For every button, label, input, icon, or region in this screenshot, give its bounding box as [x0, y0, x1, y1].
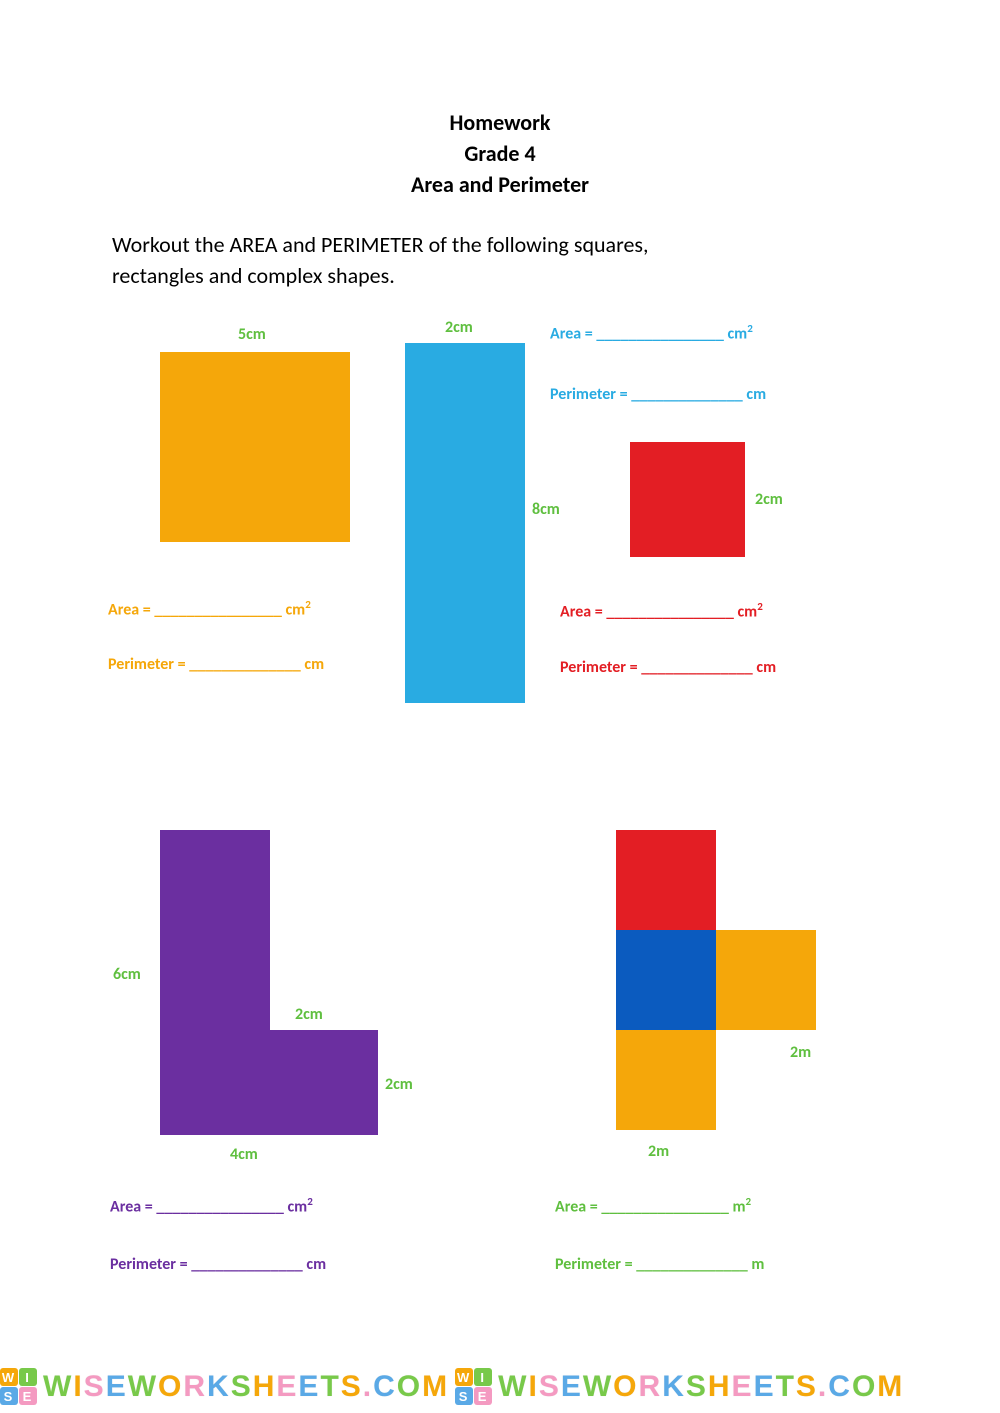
watermark-logo-icon: WISE	[0, 1368, 37, 1405]
square1-perim-prefix: Perimeter =	[108, 655, 189, 674]
lshape-4cm-label: 4cm	[230, 1145, 258, 1164]
square1-top-label: 5cm	[238, 325, 266, 344]
lshape-perim-unit: cm	[303, 1255, 326, 1274]
square2-shape	[630, 442, 745, 557]
watermark-text-1: WISEWORKSHEETS.COM	[43, 1370, 449, 1404]
rect1-area-unit: cm	[724, 324, 747, 343]
lshape-2cm-top-label: 2cm	[295, 1005, 323, 1024]
lshape-2cm-side-label: 2cm	[385, 1075, 413, 1094]
rect1-perim-unit: cm	[743, 385, 766, 404]
square2-area-unit: cm	[734, 602, 757, 621]
rect1-perim-blank[interactable]: ______________	[631, 385, 743, 404]
square1-area-sup: 2	[305, 598, 311, 611]
plus-perimeter: Perimeter = ______________ m	[555, 1255, 764, 1274]
plus-right	[716, 930, 816, 1030]
plus-2m-side-label: 2m	[790, 1043, 811, 1062]
rect1-area-prefix: Area =	[550, 324, 596, 343]
plus-area-prefix: Area =	[555, 1197, 601, 1216]
lshape-perimeter: Perimeter = ______________ cm	[110, 1255, 326, 1274]
plus-bottom	[616, 1030, 716, 1130]
plus-area-unit: m	[729, 1197, 746, 1216]
square2-side-label: 2cm	[755, 490, 783, 509]
square1-area-blank[interactable]: ________________	[154, 600, 282, 619]
square2-area: Area = ________________ cm2	[560, 600, 763, 621]
square1-perim-blank[interactable]: ______________	[189, 655, 301, 674]
square1-area-unit: cm	[282, 600, 305, 619]
watermark: WISE WISEWORKSHEETS.COM WISE WISEWORKSHE…	[0, 1368, 1000, 1405]
square2-perim-unit: cm	[753, 658, 776, 677]
title-line-1: Homework	[0, 108, 1000, 139]
rect1-top-label: 2cm	[445, 318, 473, 337]
lshape-area-prefix: Area =	[110, 1197, 156, 1216]
plus-area: Area = ________________ m2	[555, 1195, 751, 1216]
lshape-horiz	[270, 1030, 378, 1135]
lshape-6cm-label: 6cm	[113, 965, 141, 984]
lshape-perim-prefix: Perimeter =	[110, 1255, 191, 1274]
plus-area-blank[interactable]: ________________	[601, 1197, 729, 1216]
square1-perimeter: Perimeter = ______________ cm	[108, 655, 324, 674]
lshape-area: Area = ________________ cm2	[110, 1195, 313, 1216]
plus-top	[616, 830, 716, 930]
square2-area-blank[interactable]: ________________	[606, 602, 734, 621]
square2-perimeter: Perimeter = ______________ cm	[560, 658, 776, 677]
lshape-area-blank[interactable]: ________________	[156, 1197, 284, 1216]
instructions-line-2: rectangles and complex shapes.	[112, 261, 649, 292]
square1-perim-unit: cm	[301, 655, 324, 674]
title-line-3: Area and Perimeter	[0, 170, 1000, 201]
plus-center	[616, 930, 716, 1030]
square2-perim-prefix: Perimeter =	[560, 658, 641, 677]
instructions-line-1: Workout the AREA and PERIMETER of the fo…	[112, 230, 649, 261]
rect1-area-sup: 2	[747, 322, 753, 335]
rect1-perim-prefix: Perimeter =	[550, 385, 631, 404]
plus-perim-blank[interactable]: ______________	[636, 1255, 748, 1274]
square2-perim-blank[interactable]: ______________	[641, 658, 753, 677]
rect1-area-blank[interactable]: ________________	[596, 324, 724, 343]
rect1-shape	[405, 343, 525, 703]
plus-perim-unit: m	[748, 1255, 765, 1274]
square2-area-prefix: Area =	[560, 602, 606, 621]
square1-area: Area = ________________ cm2	[108, 598, 311, 619]
square2-area-sup: 2	[757, 600, 763, 613]
title-block: Homework Grade 4 Area and Perimeter	[0, 0, 1000, 200]
lshape-vert	[160, 830, 270, 1135]
instructions: Workout the AREA and PERIMETER of the fo…	[112, 230, 649, 292]
title-line-2: Grade 4	[0, 139, 1000, 170]
plus-2m-bottom-label: 2m	[648, 1142, 669, 1161]
plus-perim-prefix: Perimeter =	[555, 1255, 636, 1274]
rect1-side-label: 8cm	[532, 500, 560, 519]
worksheet-page: Homework Grade 4 Area and Perimeter Work…	[0, 0, 1000, 1413]
lshape-perim-blank[interactable]: ______________	[191, 1255, 303, 1274]
watermark-logo-icon: WISE	[455, 1368, 492, 1405]
square1-shape	[160, 352, 350, 542]
plus-area-sup: 2	[746, 1195, 752, 1208]
rect1-area: Area = ________________ cm2	[550, 322, 753, 343]
rect1-perimeter: Perimeter = ______________ cm	[550, 385, 766, 404]
watermark-text-2: WISEWORKSHEETS.COM	[498, 1370, 904, 1404]
lshape-area-sup: 2	[307, 1195, 313, 1208]
square1-area-prefix: Area =	[108, 600, 154, 619]
lshape-area-unit: cm	[284, 1197, 307, 1216]
